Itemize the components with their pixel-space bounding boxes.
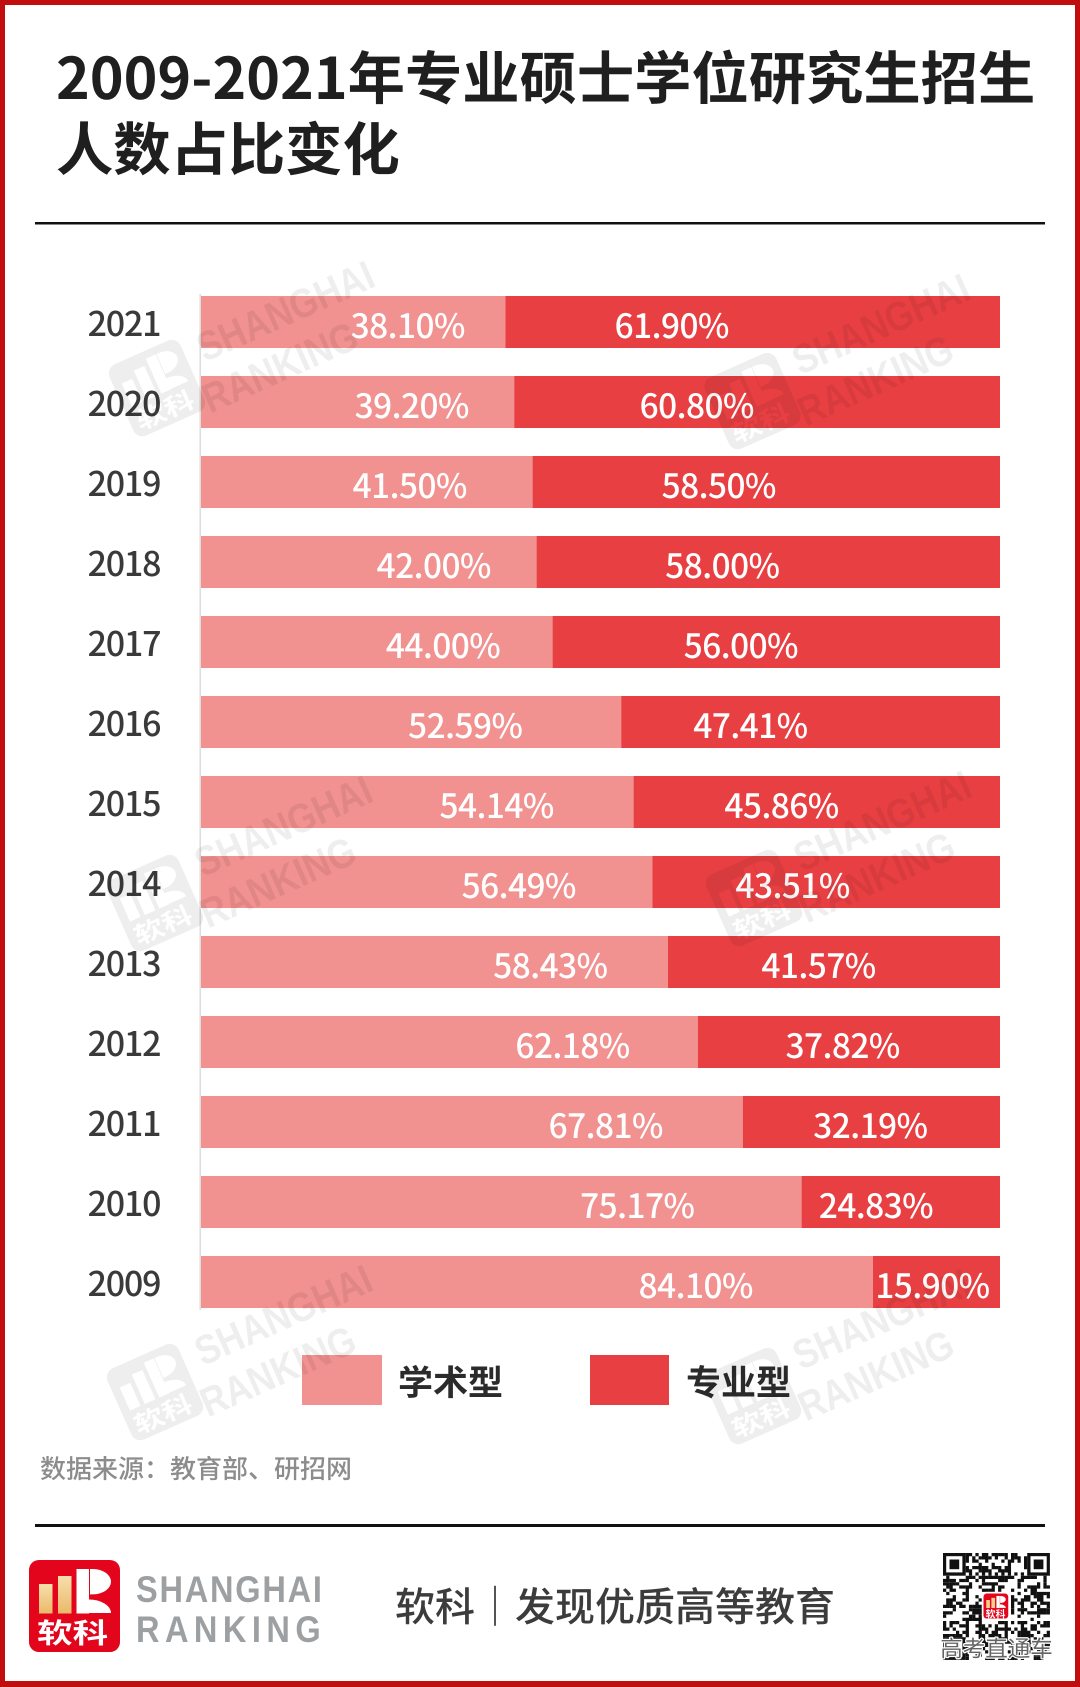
svg-text:RANKING: RANKING [136, 1609, 326, 1650]
svg-text:SHANGHAI: SHANGHAI [136, 1569, 324, 1610]
